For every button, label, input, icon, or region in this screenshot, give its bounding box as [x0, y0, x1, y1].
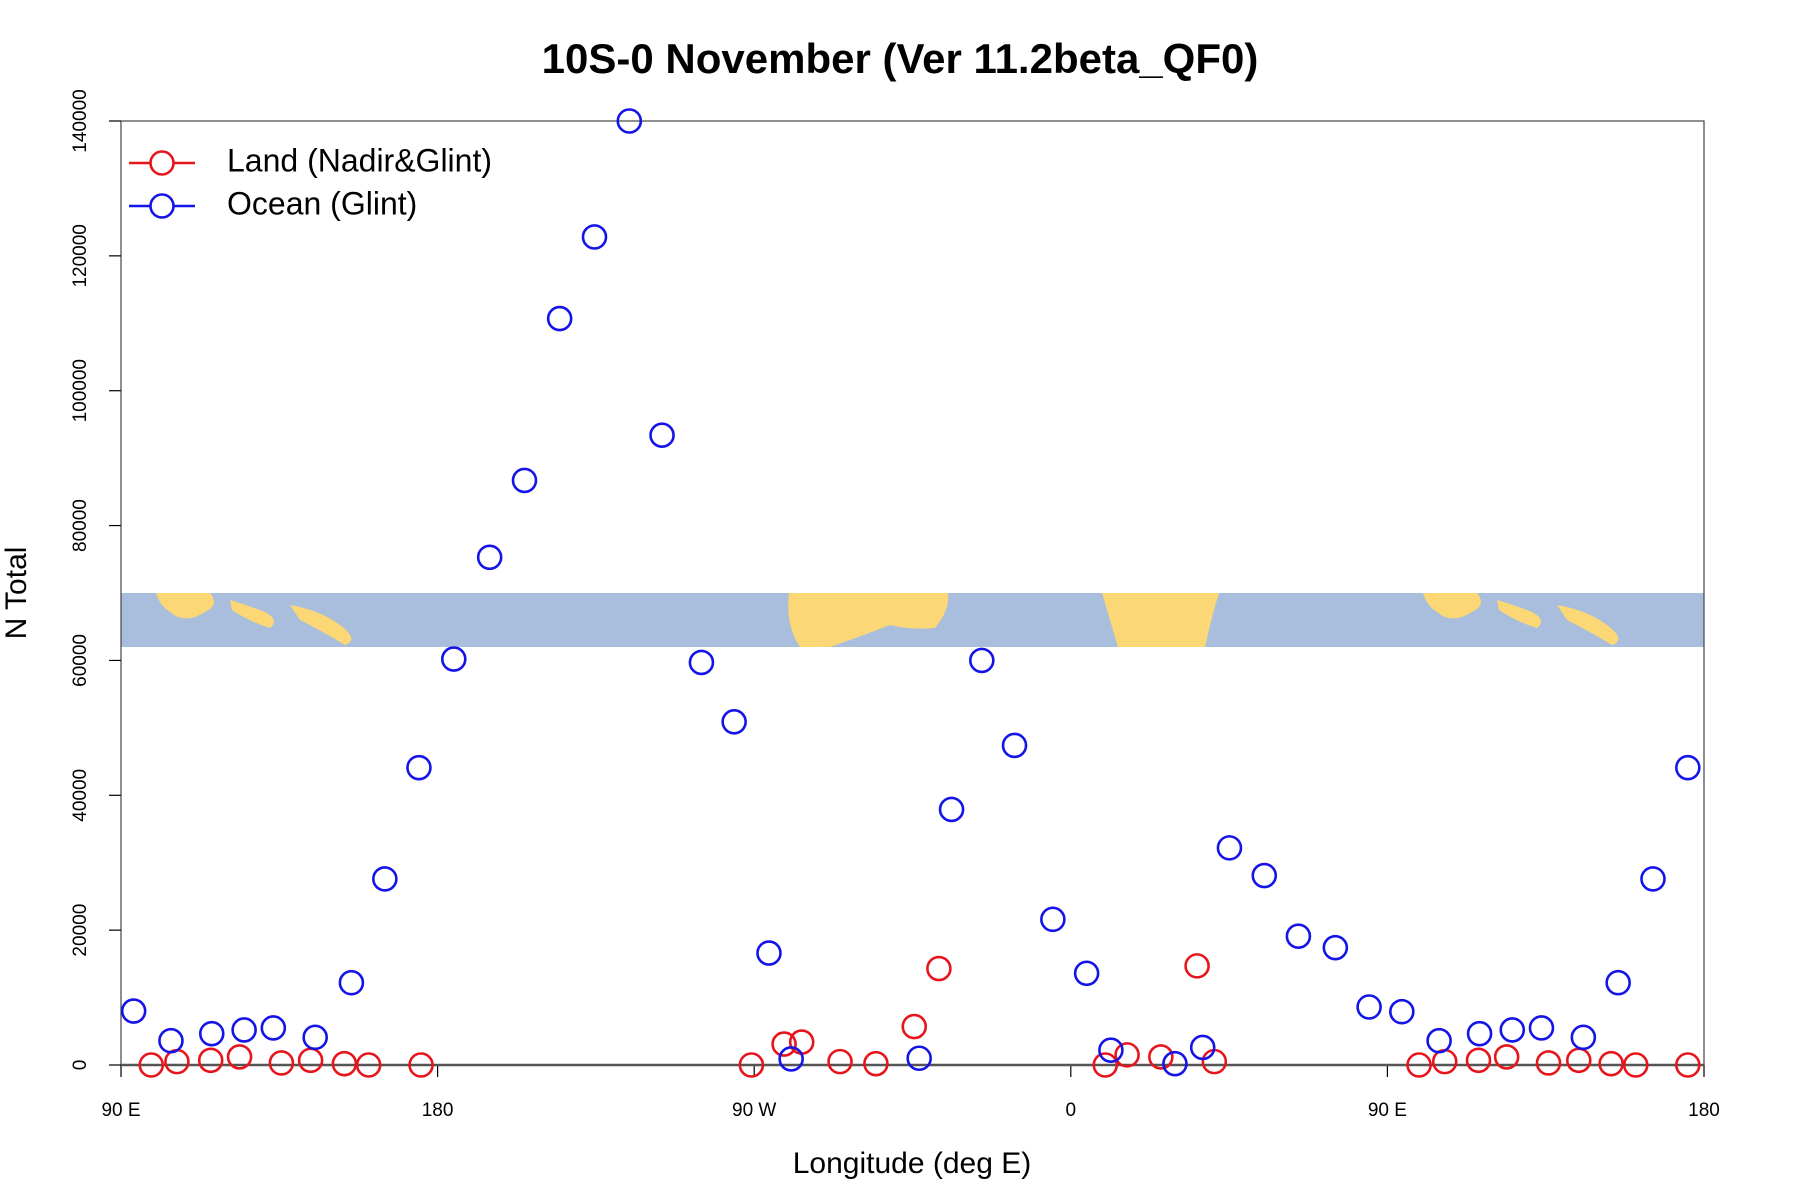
x-tick-label: 90 E — [1368, 1100, 1407, 1121]
point — [1465, 1047, 1492, 1074]
point — [355, 1052, 382, 1078]
point — [297, 1047, 324, 1074]
x-tick-label: 180 — [422, 1100, 454, 1121]
point — [581, 224, 608, 250]
point — [1528, 1015, 1555, 1041]
point — [546, 305, 573, 332]
point — [1162, 1050, 1188, 1077]
point — [268, 1050, 295, 1076]
point — [1466, 1020, 1493, 1047]
y-tick-label: 100000 — [70, 359, 91, 422]
point — [649, 422, 675, 449]
point — [1535, 1050, 1562, 1076]
point — [778, 1046, 804, 1072]
point — [616, 108, 643, 134]
point — [863, 1050, 889, 1077]
point — [260, 1015, 287, 1041]
point — [197, 1047, 224, 1074]
point — [1640, 866, 1666, 892]
point — [1216, 835, 1243, 861]
x-tick-label: 180 — [1688, 1100, 1720, 1121]
point — [1493, 1044, 1520, 1070]
point — [1251, 862, 1278, 889]
point — [1406, 1052, 1432, 1078]
point — [1148, 1044, 1174, 1070]
x-tick-label: 90 E — [101, 1100, 140, 1121]
point — [1184, 953, 1210, 979]
point — [969, 647, 995, 674]
y-tick-label: 80000 — [70, 499, 91, 552]
point — [138, 1052, 165, 1078]
point — [1605, 969, 1631, 996]
point — [1598, 1050, 1624, 1077]
point — [827, 1048, 853, 1075]
y-tick-label: 20000 — [70, 904, 91, 957]
point — [1389, 998, 1415, 1025]
point — [1570, 1024, 1597, 1051]
point — [756, 940, 782, 966]
point — [1431, 1048, 1458, 1075]
point — [938, 796, 965, 823]
legend-label: Ocean (Glint) — [227, 185, 417, 221]
point — [406, 754, 432, 781]
point — [1114, 1042, 1140, 1068]
point — [440, 646, 467, 672]
point — [331, 1050, 358, 1077]
point — [771, 1031, 797, 1057]
point — [1499, 1017, 1526, 1043]
legend-marker — [149, 150, 175, 176]
y-axis-label: N Total — [0, 547, 33, 640]
y-tick-label: 0 — [70, 1060, 91, 1071]
y-tick-label: 140000 — [70, 89, 91, 152]
point — [164, 1048, 190, 1075]
point — [476, 544, 503, 571]
point — [158, 1027, 184, 1054]
point — [120, 998, 147, 1024]
point — [1001, 732, 1028, 759]
point — [1322, 934, 1349, 961]
x-tick-label: 0 — [1066, 1100, 1077, 1121]
point — [1092, 1052, 1119, 1078]
y-tick-label: 120000 — [70, 224, 91, 287]
point — [688, 649, 715, 676]
point — [926, 955, 952, 982]
x-tick-label: 90 W — [732, 1100, 776, 1121]
point — [1201, 1048, 1228, 1075]
point — [1426, 1027, 1452, 1054]
y-tick-label: 40000 — [70, 769, 91, 822]
legend-marker — [149, 193, 175, 219]
point — [1040, 906, 1066, 933]
point — [1675, 1052, 1701, 1078]
map-strip — [121, 593, 1704, 647]
point — [372, 866, 398, 892]
legend-label: Land (Nadir&Glint) — [227, 142, 492, 178]
chart-title: 10S-0 November (Ver 11.2beta_QF0) — [542, 35, 1259, 82]
point — [226, 1044, 253, 1070]
point — [901, 1013, 928, 1040]
point — [1098, 1037, 1124, 1063]
point — [906, 1045, 932, 1072]
point — [738, 1052, 765, 1078]
point — [1189, 1034, 1216, 1061]
point — [1622, 1052, 1649, 1078]
y-tick-label: 60000 — [70, 634, 91, 687]
point — [338, 969, 365, 996]
point — [231, 1017, 257, 1043]
point — [1565, 1047, 1592, 1074]
point — [302, 1024, 328, 1051]
point — [511, 467, 538, 494]
point — [721, 708, 747, 735]
point — [1356, 994, 1382, 1020]
point — [1285, 923, 1312, 950]
point — [1675, 754, 1701, 781]
point — [408, 1052, 434, 1078]
point — [1073, 960, 1100, 987]
point — [198, 1020, 225, 1047]
point — [788, 1029, 815, 1055]
x-axis-label: Longitude (deg E) — [793, 1147, 1032, 1180]
